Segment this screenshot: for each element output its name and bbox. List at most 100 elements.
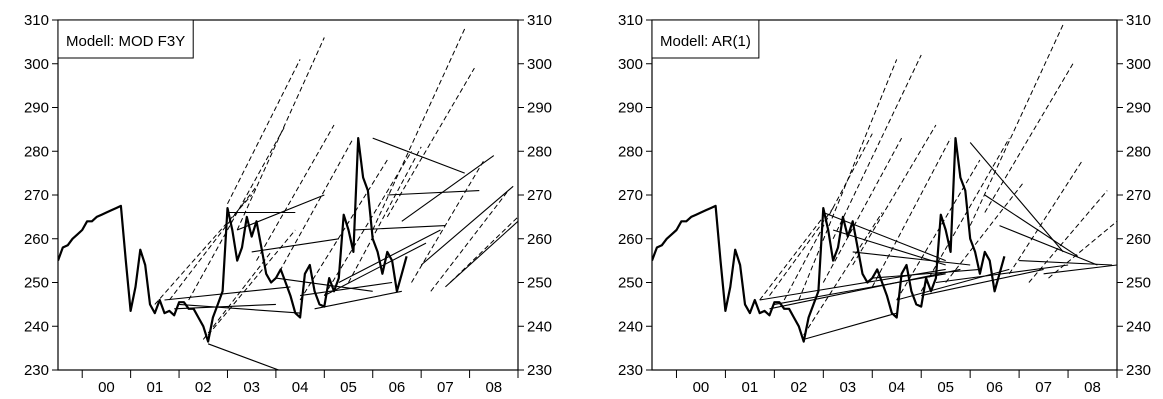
- dashed-forecast-line-7: [852, 124, 937, 266]
- x-tick-label-05: 05: [340, 379, 357, 396]
- y-tick-label-right-270: 270: [1126, 187, 1151, 204]
- actual-series-line: [652, 137, 1006, 343]
- legend-box: [57, 19, 194, 59]
- y-tick-label-right-300: 300: [1126, 56, 1151, 73]
- x-tick-label-03: 03: [243, 379, 260, 396]
- solid-forecast-line-17: [164, 286, 291, 301]
- dashed-forecast-line-4: [207, 229, 296, 336]
- x-tick-label-01: 01: [146, 379, 163, 396]
- y-tick-label-left-290: 290: [618, 100, 643, 117]
- axes: 230 230 240 240 250 250 260 260 270 270 280 280 290 2…: [618, 12, 1151, 396]
- solid-forecast-line-31: [387, 190, 480, 196]
- solid-forecast-line-20: [207, 343, 281, 370]
- x-tick-label-04: 04: [292, 379, 309, 396]
- axes: 230 230 240 240 250 250 260 260 270 270 280 280 290 2…: [24, 12, 552, 396]
- solid-forecast-line-29: [984, 194, 1079, 257]
- dashed-forecast-line-16: [1048, 220, 1117, 279]
- dashed-forecast-line-8: [275, 137, 354, 279]
- y-tick-label-right-310: 310: [1126, 12, 1151, 29]
- legend-label: Modell: AR(1): [660, 33, 751, 50]
- x-tick-label-08: 08: [485, 379, 502, 396]
- x-tick-label-02: 02: [195, 379, 212, 396]
- y-tick-label-left-270: 270: [24, 187, 49, 204]
- x-tick-label-06: 06: [986, 379, 1003, 396]
- y-tick-label-right-260: 260: [1126, 231, 1151, 248]
- panel-mod-f3y: 230 230 240 240 250 250 260 260 270 270 280 280 290 2…: [24, 12, 552, 396]
- actual-series-group: [652, 137, 1006, 343]
- solid-forecast-line-19: [774, 273, 946, 305]
- y-tick-label-left-270: 270: [618, 187, 643, 204]
- dashed-forecast-line-13: [984, 63, 1074, 213]
- solid-forecast-line-25: [896, 268, 1010, 301]
- x-tick-label-03: 03: [839, 379, 856, 396]
- y-tick-label-left-300: 300: [24, 56, 49, 73]
- y-tick-label-left-290: 290: [24, 100, 49, 117]
- solid-forecast-line-33: [420, 185, 514, 266]
- y-tick-label-right-280: 280: [1126, 143, 1151, 160]
- solid-forecast-line-22: [832, 229, 946, 266]
- legend: Modell: MOD F3Y: [57, 19, 194, 59]
- forecast-lines: [154, 28, 518, 370]
- solid-forecast-line-23: [251, 238, 339, 253]
- x-tick-label-00: 00: [98, 379, 115, 396]
- y-tick-label-left-260: 260: [618, 231, 643, 248]
- y-tick-label-right-250: 250: [1126, 275, 1151, 292]
- solid-forecast-line-27: [935, 264, 1069, 284]
- y-tick-label-right-290: 290: [527, 100, 552, 117]
- actual-series-group: [58, 137, 408, 343]
- solid-forecast-line-29: [353, 225, 446, 231]
- dashed-forecast-line-5: [822, 137, 903, 283]
- y-tick-label-right-290: 290: [1126, 100, 1151, 117]
- dashed-forecast-line-11: [348, 146, 422, 283]
- solid-forecast-line-32: [401, 155, 495, 222]
- dashed-forecast-line-14: [1008, 159, 1084, 275]
- dashed-forecast-line-10: [323, 151, 412, 296]
- dashed-forecast-line-0: [154, 194, 253, 305]
- solid-forecast-line-31: [1019, 260, 1113, 266]
- x-tick-label-01: 01: [742, 379, 759, 396]
- x-tick-label-07: 07: [1035, 379, 1052, 396]
- y-tick-label-right-270: 270: [527, 187, 552, 204]
- x-tick-label-00: 00: [693, 379, 710, 396]
- y-tick-label-right-280: 280: [527, 143, 552, 160]
- y-tick-label-left-300: 300: [618, 56, 643, 73]
- panel-ar1: 230 230 240 240 250 250 260 260 270 270 280 280 290 2…: [618, 12, 1151, 396]
- y-tick-label-right-230: 230: [527, 362, 552, 379]
- dashed-forecast-line-9: [896, 159, 981, 301]
- solid-forecast-line-24: [872, 268, 980, 279]
- solid-forecast-line-19: [179, 303, 301, 314]
- solid-forecast-line-23: [852, 251, 971, 266]
- dashed-forecast-line-12: [969, 24, 1064, 226]
- y-tick-label-left-230: 230: [618, 362, 643, 379]
- legend: Modell: AR(1): [651, 19, 760, 59]
- y-tick-label-left-240: 240: [24, 318, 49, 335]
- y-tick-label-left-250: 250: [618, 275, 643, 292]
- dashed-forecast-line-6: [236, 37, 325, 231]
- x-tick-label-07: 07: [437, 379, 454, 396]
- dashed-forecast-line-5: [227, 59, 301, 205]
- y-tick-label-left-310: 310: [24, 12, 49, 29]
- solid-forecast-line-28: [969, 142, 1064, 253]
- dashed-forecast-line-2: [783, 133, 873, 301]
- y-tick-label-right-310: 310: [527, 12, 552, 29]
- x-tick-label-05: 05: [937, 379, 954, 396]
- y-tick-label-right-240: 240: [527, 318, 552, 335]
- forecast-lines: [759, 24, 1117, 340]
- solid-forecast-line-30: [999, 225, 1098, 266]
- dashed-forecast-line-11: [945, 181, 1025, 283]
- y-tick-label-left-250: 250: [24, 275, 49, 292]
- dashed-forecast-line-0: [759, 216, 824, 301]
- dashed-forecast-line-9: [299, 159, 388, 301]
- solid-forecast-line-30: [372, 137, 465, 174]
- y-tick-label-left-230: 230: [24, 362, 49, 379]
- dashed-forecast-line-15: [430, 190, 509, 292]
- solid-forecast-line-27: [324, 242, 427, 297]
- dashed-forecast-line-4: [803, 212, 883, 336]
- plot-frame: [651, 19, 1118, 371]
- dashed-forecast-line-10: [920, 137, 1010, 292]
- dashed-forecast-line-12: [372, 28, 466, 231]
- solid-forecast-line-22: [236, 194, 325, 231]
- x-tick-label-02: 02: [790, 379, 807, 396]
- y-tick-label-right-260: 260: [527, 231, 552, 248]
- y-tick-label-right-230: 230: [1126, 362, 1151, 379]
